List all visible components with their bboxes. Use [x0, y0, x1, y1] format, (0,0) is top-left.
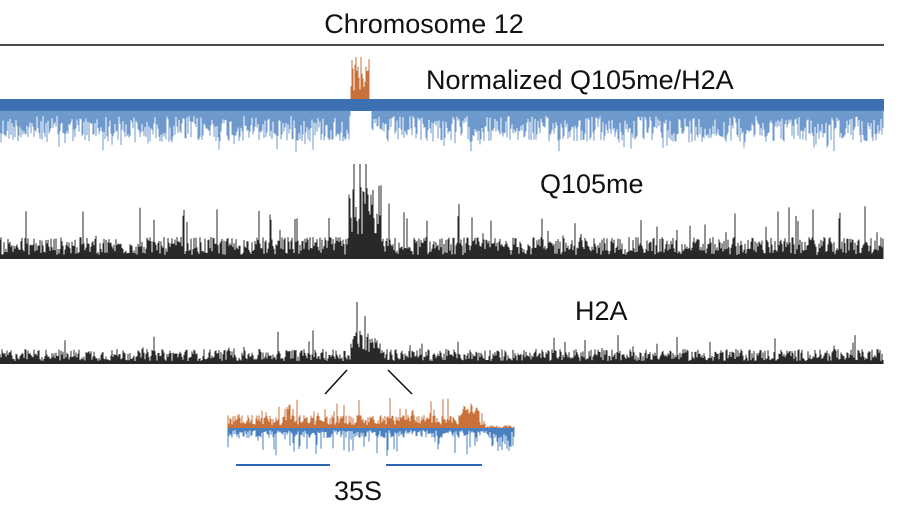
h2a-signal: [0, 302, 884, 364]
zoom-signal: [227, 398, 515, 457]
track-ratio-label: Normalized Q105me/H2A: [426, 65, 734, 95]
track-h2a-label: H2A: [575, 296, 628, 326]
h2a-bars: [0, 302, 884, 364]
q105me-bars: [0, 164, 884, 259]
ratio-signal: [0, 56, 884, 152]
zoom-region-label: 35S: [334, 476, 382, 506]
zoom-connector-right: [387, 369, 413, 395]
figure-title: Chromosome 12: [324, 9, 524, 39]
zoom-inset: 35S: [227, 398, 515, 506]
zoom-connector-left: [324, 369, 348, 395]
ratio-negative-signal: [0, 110, 884, 152]
q105me-signal: [0, 164, 884, 259]
zoom-positive-signal: [227, 398, 515, 428]
ratio-baseline-band: [0, 99, 884, 111]
track-ratio: Normalized Q105me/H2A: [0, 56, 884, 152]
ratio-positive-signal: [350, 56, 370, 99]
track-q105me-label: Q105me: [540, 169, 644, 199]
track-q105me: Q105me: [0, 164, 884, 259]
track-h2a: H2A: [0, 296, 884, 364]
zoom-negative-signal: [227, 428, 515, 457]
